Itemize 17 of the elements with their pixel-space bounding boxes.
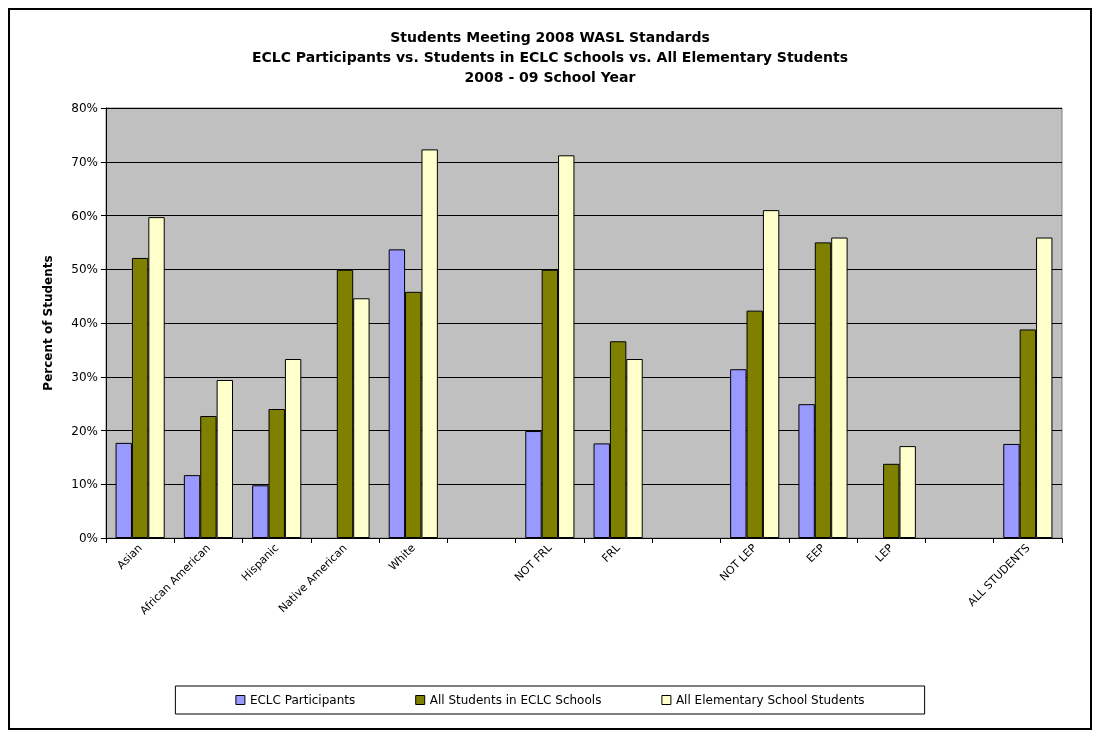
y-tick-label: 10%	[71, 477, 98, 492]
legend-label: All Students in ECLC Schools	[429, 693, 602, 707]
x-tick-label: LEP	[872, 541, 897, 565]
y-tick-label: 60%	[71, 208, 98, 223]
x-tick-label: FRL	[599, 540, 624, 565]
y-tick-label: 20%	[71, 423, 98, 438]
legend-label: All Elementary School Students	[675, 693, 865, 707]
chart-title: Students Meeting 2008 WASL Standards ECLC Participants vs. Students in ECLC Schools vs. All Elementary Students 2008 - 09 School Year	[251, 29, 849, 85]
y-tick-label: 50%	[71, 262, 98, 277]
y-tick-label: 30%	[71, 369, 98, 384]
y-tick-label: 40%	[71, 316, 98, 330]
y-tick-label: 70%	[71, 154, 98, 169]
x-tick-label: EEP	[803, 541, 828, 566]
y-tick-label: 80%	[71, 101, 98, 115]
legend-label: ECLC Participants	[249, 693, 356, 707]
y-tick-label: 0%	[78, 531, 98, 545]
y-axis-title: Percent of Students	[41, 255, 55, 391]
